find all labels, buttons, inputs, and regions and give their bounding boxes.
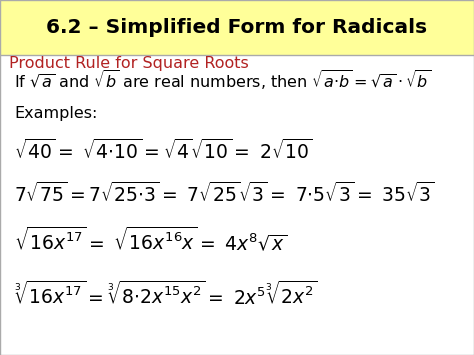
Text: Examples:: Examples:: [14, 106, 98, 121]
Text: If $\sqrt{a}$ and $\sqrt{b}$ are real numbers, then $\sqrt{a{\cdot}b} = \sqrt{a}: If $\sqrt{a}$ and $\sqrt{b}$ are real nu…: [14, 68, 431, 92]
Text: $\sqrt{40} = \ \sqrt{4{\cdot}10} = \sqrt{4}\sqrt{10} = \ 2\sqrt{10}$: $\sqrt{40} = \ \sqrt{4{\cdot}10} = \sqrt…: [14, 139, 313, 163]
Text: 6.2 – Simplified Form for Radicals: 6.2 – Simplified Form for Radicals: [46, 18, 428, 37]
Text: $\sqrt{16x^{17}} = \ \sqrt{16x^{16}x} = \ 4x^{8}\sqrt{x}$: $\sqrt{16x^{17}} = \ \sqrt{16x^{16}x} = …: [14, 225, 287, 254]
Text: $7\sqrt{75} = 7\sqrt{25{\cdot}3} = \ 7\sqrt{25}\sqrt{3} = \ 7{\cdot}5\sqrt{3} = : $7\sqrt{75} = 7\sqrt{25{\cdot}3} = \ 7\s…: [14, 181, 435, 206]
Text: $\sqrt[3]{16x^{17}} = \sqrt[3]{8{\cdot}2x^{15}x^{2}} = \ 2x^{5}\sqrt[3]{2x^{2}}$: $\sqrt[3]{16x^{17}} = \sqrt[3]{8{\cdot}2…: [14, 280, 318, 309]
Text: Product Rule for Square Roots: Product Rule for Square Roots: [9, 56, 249, 71]
FancyBboxPatch shape: [0, 0, 474, 55]
